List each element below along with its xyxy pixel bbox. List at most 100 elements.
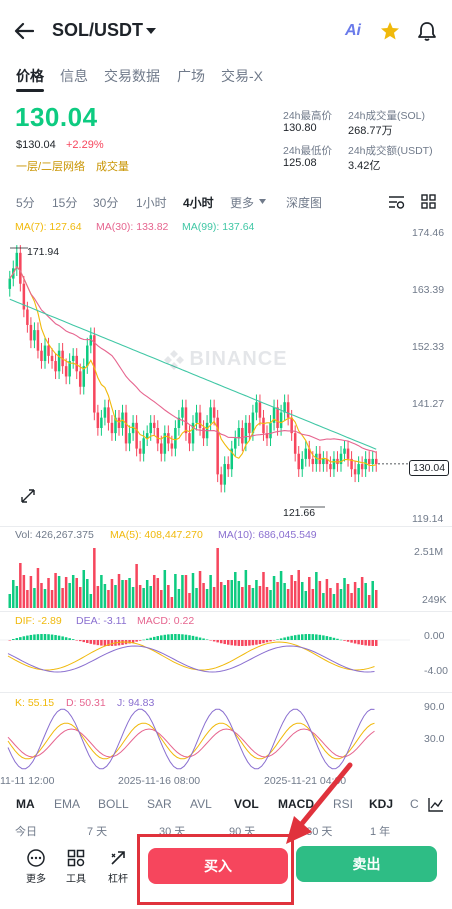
kdj-j-label: J: 94.83 [117,697,155,709]
macd-histogram-bar [308,634,311,640]
interval-30m[interactable]: 30分 [93,196,119,210]
volume-bar [237,581,241,608]
bell-icon[interactable] [417,20,437,42]
tools-action[interactable]: 工具 [62,849,90,885]
chart-settings-icon[interactable] [388,195,405,209]
sell-button[interactable]: 卖出 [296,846,437,882]
volume-bar [293,581,297,608]
volume-bar [329,588,332,608]
macd-histogram-bar [181,634,184,640]
macd-histogram-bar [170,634,174,640]
macd-histogram-bar [244,640,248,646]
candle-body [167,433,170,444]
divider [0,692,452,693]
candle-body [297,453,300,470]
tab-info[interactable]: 信息 [60,68,88,84]
candle-body [29,324,33,341]
indicator-rsi[interactable]: RSI [333,797,354,811]
macd-histogram-bar [234,640,237,646]
macd-histogram-bar [75,640,78,641]
interval-15m[interactable]: 15分 [52,196,78,210]
volume-bar [286,589,290,608]
range-7d[interactable]: 7 天 [87,826,108,838]
macd-histogram-bar [286,636,290,640]
volume-bar [50,590,54,608]
macd-histogram-bar [89,640,93,644]
macd-axis-tick: 0.00 [424,630,445,642]
candle-body [50,355,54,362]
macd-histogram-bar [50,634,54,640]
candle-body [262,417,265,434]
range-today[interactable]: 今日 [15,826,37,838]
volume-bar [311,589,315,608]
macd-histogram-bar [258,640,262,645]
tab-trading-data[interactable]: 交易数据 [104,68,160,84]
candle-body [360,464,364,470]
star-icon[interactable] [380,21,400,41]
indicator-ema[interactable]: EMA [54,797,81,811]
indicator-c[interactable]: C [410,797,419,811]
indicator-sar[interactable]: SAR [147,797,172,811]
macd-histogram-bar [353,640,357,644]
buy-button[interactable]: 买入 [148,848,288,884]
tab-trade-x[interactable]: 交易-X [221,68,263,84]
volume-bar [15,586,19,608]
macd-histogram-bar [315,634,318,640]
more-action[interactable]: 更多 [22,849,50,885]
volume-bar [29,576,33,608]
grid-layout-icon[interactable] [421,194,436,209]
indicator-vol[interactable]: VOL [234,797,259,811]
volume-bar [350,593,353,608]
indicator-avl[interactable]: AVL [190,797,212,811]
indicator-macd[interactable]: MACD [278,797,314,811]
indicator-boll[interactable]: BOLL [98,797,129,811]
candlestick-chart[interactable] [0,235,410,525]
volume-bar [36,568,40,608]
volume-bar [322,593,325,608]
candle-body [255,402,258,413]
macd-histogram-bar [329,636,332,640]
candle-body [308,448,311,459]
interval-more[interactable]: 更多 [230,196,255,210]
candle-body [181,407,184,418]
interval-4h[interactable]: 4小时 [183,196,214,210]
indicator-kdj[interactable]: KDJ [369,797,394,811]
volume-bar [304,591,308,608]
macd-histogram-bar [135,640,138,642]
macd-histogram-bar [71,639,75,640]
binance-watermark: BINANCE [163,348,288,371]
back-arrow-icon[interactable] [14,22,34,40]
candle-body [163,433,167,454]
macd-histogram-bar [86,640,89,644]
tab-square[interactable]: 广场 [177,68,205,84]
ai-icon[interactable]: Ai [345,22,361,39]
range-1y[interactable]: 1 年 [370,826,391,838]
tab-price[interactable]: 价格 [16,68,44,92]
macd-histogram-bar [226,640,230,645]
tag-layer-network[interactable]: 一层/二层网络 [16,161,86,173]
interval-depth[interactable]: 深度图 [286,196,323,210]
pair-title[interactable]: SOL/USDT [52,20,144,40]
top-bar: SOL/USDT Ai [0,0,452,62]
tag-volume[interactable]: 成交量 [96,161,129,173]
indicator-chart-icon[interactable] [428,797,444,812]
caret-down-icon[interactable] [146,28,156,35]
volume-bar [156,578,160,608]
macd-histogram-bar [15,638,19,640]
interval-5m[interactable]: 5分 [16,196,35,210]
macd-histogram-bar [336,638,339,640]
high-marker-label: 171.94 [27,246,60,258]
interval-1h[interactable]: 1小时 [136,196,167,210]
divider [0,611,452,612]
volume-bar [12,580,15,608]
indicator-ma[interactable]: MA [16,797,35,811]
volume-bar [223,585,226,608]
macd-histogram-bar [138,640,142,641]
volume-bar [367,595,371,608]
leverage-action[interactable]: 杠杆 [104,849,132,885]
volume-bar [209,575,212,608]
macd-axis-tick: -4.00 [424,665,448,677]
volume-bar [353,582,357,608]
binance-logo-icon [164,349,184,370]
fullscreen-icon[interactable] [20,488,36,504]
